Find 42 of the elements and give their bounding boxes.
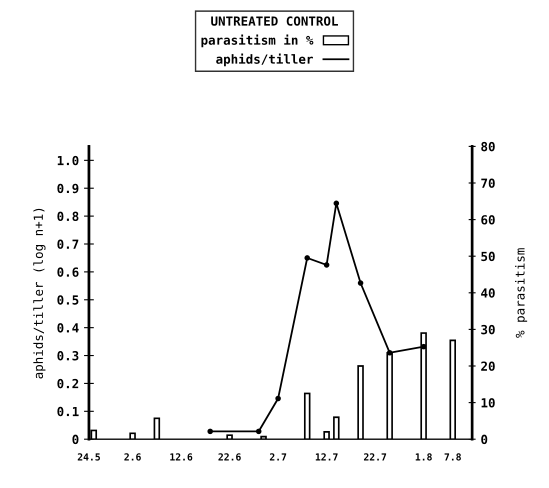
y2-tick-label: 30 <box>481 324 495 334</box>
point <box>324 262 330 268</box>
y-tick-label: 0.7 <box>57 239 78 249</box>
y2-tick-label: 20 <box>481 361 495 371</box>
y-tick-label: 0.6 <box>57 267 79 277</box>
x-tick-label: 22.7 <box>364 453 386 460</box>
x-tick-label: 22.6 <box>218 453 241 461</box>
y-tick-label: 0.5 <box>57 295 78 305</box>
point <box>386 350 392 356</box>
point <box>256 428 262 434</box>
y2-tick-label: 0 <box>481 434 488 444</box>
legend-label: aphids/tiller <box>216 53 313 66</box>
point <box>334 200 340 206</box>
y-tick-label: 0.9 <box>57 184 78 194</box>
x-tick-label: 12.7 <box>316 453 338 460</box>
legend-title: UNTREATED CONTROL <box>211 16 338 26</box>
y2-tick-label: 60 <box>481 215 495 225</box>
point <box>275 396 281 402</box>
point <box>304 255 310 261</box>
y2-tick-label: 10 <box>482 398 495 408</box>
point <box>207 428 213 434</box>
y-tick-label: 0.4 <box>57 323 79 333</box>
legend-label: parasitism in % <box>201 34 314 48</box>
y2-tick-label: 40 <box>481 288 495 298</box>
y2-tick-label: 80 <box>481 142 495 152</box>
y2-tick-label: 50 <box>481 252 495 262</box>
y-tick-label: 1.0 <box>58 156 78 166</box>
x-tick-label: 24.5 <box>78 453 100 461</box>
x-tick-label: 1.8 <box>416 453 432 461</box>
x-tick-label: 7.8 <box>444 453 461 461</box>
point <box>358 280 364 286</box>
y2-tick-label: 70 <box>481 178 495 188</box>
y-axis-title: aphids/tiller (log n+1) <box>33 208 46 379</box>
y-tick-label: 0.2 <box>57 378 78 388</box>
y-tick-label: 0.1 <box>57 406 79 416</box>
x-tick-label: 12.6 <box>170 453 192 461</box>
y2-axis-title: % parasitism <box>515 248 528 338</box>
x-tick-label: 2.7 <box>270 453 286 460</box>
y-tick-label: 0 <box>72 434 78 444</box>
y-tick-label: 0.8 <box>57 212 78 222</box>
x-tick-label: 2.6 <box>124 453 141 461</box>
y-tick-label: 0.3 <box>57 351 78 360</box>
